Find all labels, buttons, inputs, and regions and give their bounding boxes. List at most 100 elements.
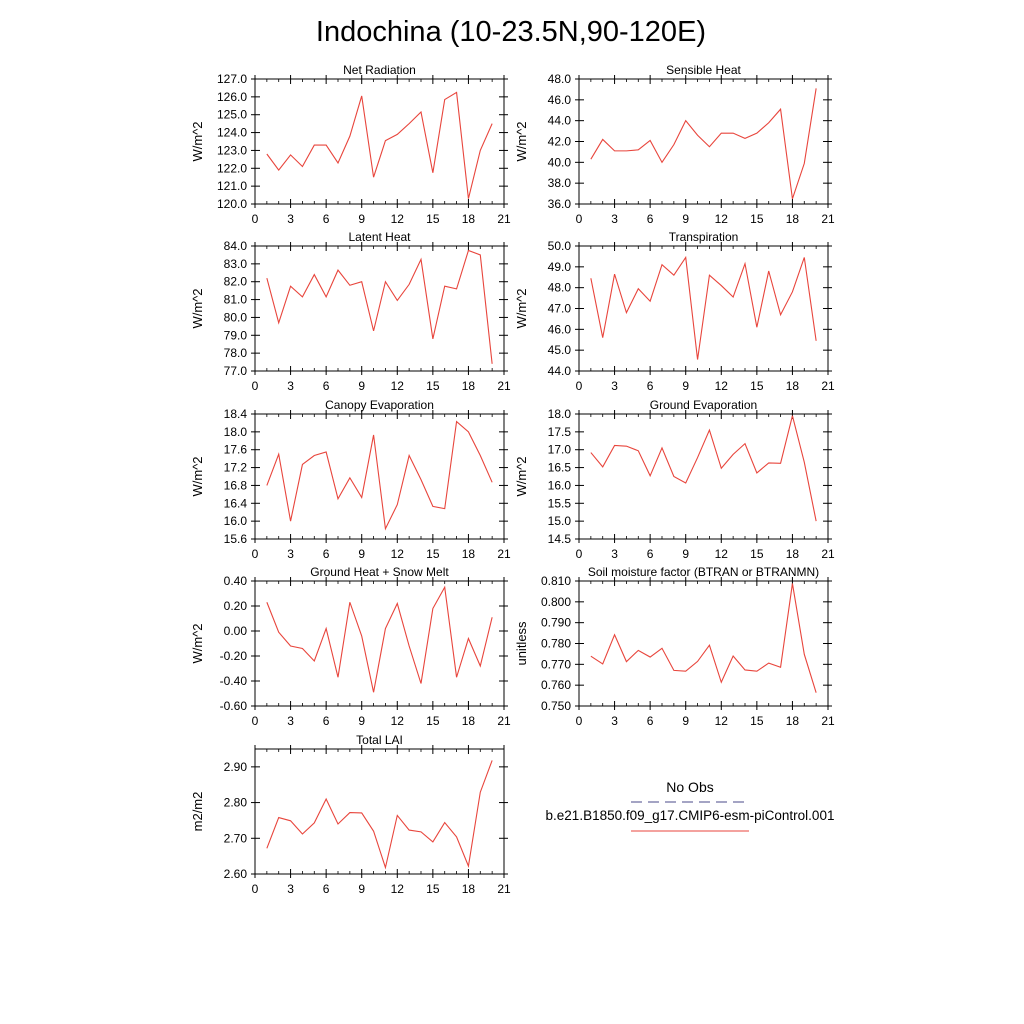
y-tick-label: 0.810 xyxy=(541,574,571,588)
y-axis-label: m2/m2 xyxy=(190,792,205,832)
y-tick-label: 125.0 xyxy=(217,108,247,122)
panel-title: Transpiration xyxy=(669,230,739,244)
x-tick-label: 3 xyxy=(287,547,294,561)
series-line xyxy=(266,420,493,531)
x-tick-label: 15 xyxy=(426,212,440,226)
y-tick-label: -0.40 xyxy=(220,674,248,688)
x-tick-label: 18 xyxy=(462,714,476,728)
y-tick-label: 80.0 xyxy=(224,310,248,324)
y-tick-label: 46.0 xyxy=(548,93,572,107)
y-tick-label: 0.780 xyxy=(541,637,571,651)
x-tick-label: 9 xyxy=(682,212,689,226)
y-tick-label: 77.0 xyxy=(224,364,248,378)
x-tick-label: 6 xyxy=(323,547,330,561)
x-tick-label: 21 xyxy=(497,212,511,226)
x-tick-label: 21 xyxy=(821,379,835,393)
x-tick-label: 9 xyxy=(358,882,365,896)
x-tick-label: 12 xyxy=(391,379,405,393)
x-tick-label: 18 xyxy=(462,379,476,393)
y-tick-label: 16.8 xyxy=(224,478,248,492)
y-tick-label: 121.0 xyxy=(217,179,247,193)
y-tick-label: 2.60 xyxy=(224,867,248,881)
panel-2: Sensible Heat W/m^2 0 3 6 9 12 15 18 21 36.0 38.0 40… xyxy=(514,63,835,226)
y-tick-label: 15.5 xyxy=(548,496,572,510)
y-tick-label: 48.0 xyxy=(548,72,572,86)
x-tick-label: 18 xyxy=(462,547,476,561)
y-tick-label: 44.0 xyxy=(548,364,572,378)
y-tick-label: 17.5 xyxy=(548,425,572,439)
x-tick-label: 0 xyxy=(252,379,259,393)
x-tick-label: 0 xyxy=(576,379,583,393)
panel-frame xyxy=(254,413,505,540)
y-tick-label: 2.70 xyxy=(224,831,248,845)
x-tick-label: 12 xyxy=(715,714,729,728)
x-tick-label: 9 xyxy=(358,212,365,226)
y-tick-label: 17.0 xyxy=(548,443,572,457)
panel-frame xyxy=(578,413,829,540)
x-tick-label: 12 xyxy=(715,212,729,226)
y-tick-label: 16.0 xyxy=(224,514,248,528)
y-tick-label: 44.0 xyxy=(548,114,572,128)
x-tick-label: 21 xyxy=(821,212,835,226)
x-tick-label: 6 xyxy=(323,379,330,393)
x-tick-label: 0 xyxy=(576,714,583,728)
panel-frame xyxy=(254,748,505,875)
panel-title: Ground Evaporation xyxy=(650,398,757,412)
x-tick-label: 0 xyxy=(252,547,259,561)
x-tick-label: 12 xyxy=(391,882,405,896)
x-tick-label: 0 xyxy=(576,212,583,226)
y-tick-label: 124.0 xyxy=(217,126,247,140)
panel-6: Ground Evaporation W/m^2 0 3 6 9 12 15 18 21 14.5 1… xyxy=(514,398,835,561)
panel-frame xyxy=(578,245,829,372)
x-tick-label: 18 xyxy=(786,212,800,226)
x-tick-label: 21 xyxy=(497,714,511,728)
x-tick-label: 9 xyxy=(358,714,365,728)
y-axis-label: W/m^2 xyxy=(190,121,205,161)
x-tick-label: 3 xyxy=(287,714,294,728)
figure-title: Indochina (10-23.5N,90-120E) xyxy=(316,16,706,48)
y-tick-label: -0.20 xyxy=(220,649,248,663)
x-tick-label: 18 xyxy=(462,212,476,226)
x-tick-label: 21 xyxy=(497,379,511,393)
y-axis-label: W/m^2 xyxy=(514,121,529,161)
x-tick-label: 0 xyxy=(576,547,583,561)
panel-title: Soil moisture factor (BTRAN or BTRANMN) xyxy=(588,565,819,579)
panel-title: Latent Heat xyxy=(348,230,411,244)
y-tick-label: 122.0 xyxy=(217,161,247,175)
x-tick-label: 6 xyxy=(323,882,330,896)
y-tick-label: 0.790 xyxy=(541,616,571,630)
x-tick-label: 3 xyxy=(611,212,618,226)
legend-model-label: b.e21.B1850.f09_g17.CMIP6-esm-piControl.… xyxy=(546,808,835,823)
panel-title: Sensible Heat xyxy=(666,63,741,77)
y-axis-label: W/m^2 xyxy=(514,456,529,496)
y-tick-label: -0.60 xyxy=(220,699,248,713)
x-tick-label: 3 xyxy=(611,379,618,393)
x-tick-label: 18 xyxy=(786,714,800,728)
y-tick-label: 16.0 xyxy=(548,478,572,492)
x-tick-label: 0 xyxy=(252,714,259,728)
y-tick-label: 120.0 xyxy=(217,197,247,211)
y-axis-label: W/m^2 xyxy=(190,288,205,328)
x-tick-label: 6 xyxy=(647,547,654,561)
panel-4: Transpiration W/m^2 0 3 6 9 12 15 18 21 44.0 45.0 46… xyxy=(514,230,835,393)
panel-7: Ground Heat + Snow Melt W/m^2 0 3 6 9 12 15 18 21… xyxy=(190,565,511,728)
panel-9: Total LAI m2/m2 0 3 6 9 12 15 18 21 2.60 2.70 2.80 2.… xyxy=(190,733,511,896)
y-tick-label: 127.0 xyxy=(217,72,247,86)
x-tick-label: 15 xyxy=(750,714,764,728)
y-tick-label: 0.770 xyxy=(541,657,571,671)
x-tick-label: 12 xyxy=(391,714,405,728)
y-tick-label: 48.0 xyxy=(548,281,572,295)
y-axis-label: W/m^2 xyxy=(514,288,529,328)
panel-8: Soil moisture factor (BTRAN or BTRANMN) u… xyxy=(514,565,835,728)
y-tick-label: 79.0 xyxy=(224,328,248,342)
y-tick-label: 0.760 xyxy=(541,678,571,692)
panel-3: Latent Heat W/m^2 0 3 6 9 12 15 18 21 77.0 78.0 79.0… xyxy=(190,230,511,393)
y-axis-label: W/m^2 xyxy=(190,623,205,663)
x-tick-label: 3 xyxy=(611,547,618,561)
panel-frame xyxy=(254,580,505,707)
y-tick-label: 2.90 xyxy=(224,760,248,774)
x-tick-label: 6 xyxy=(323,212,330,226)
x-tick-label: 15 xyxy=(750,547,764,561)
panel-frame xyxy=(254,245,505,372)
